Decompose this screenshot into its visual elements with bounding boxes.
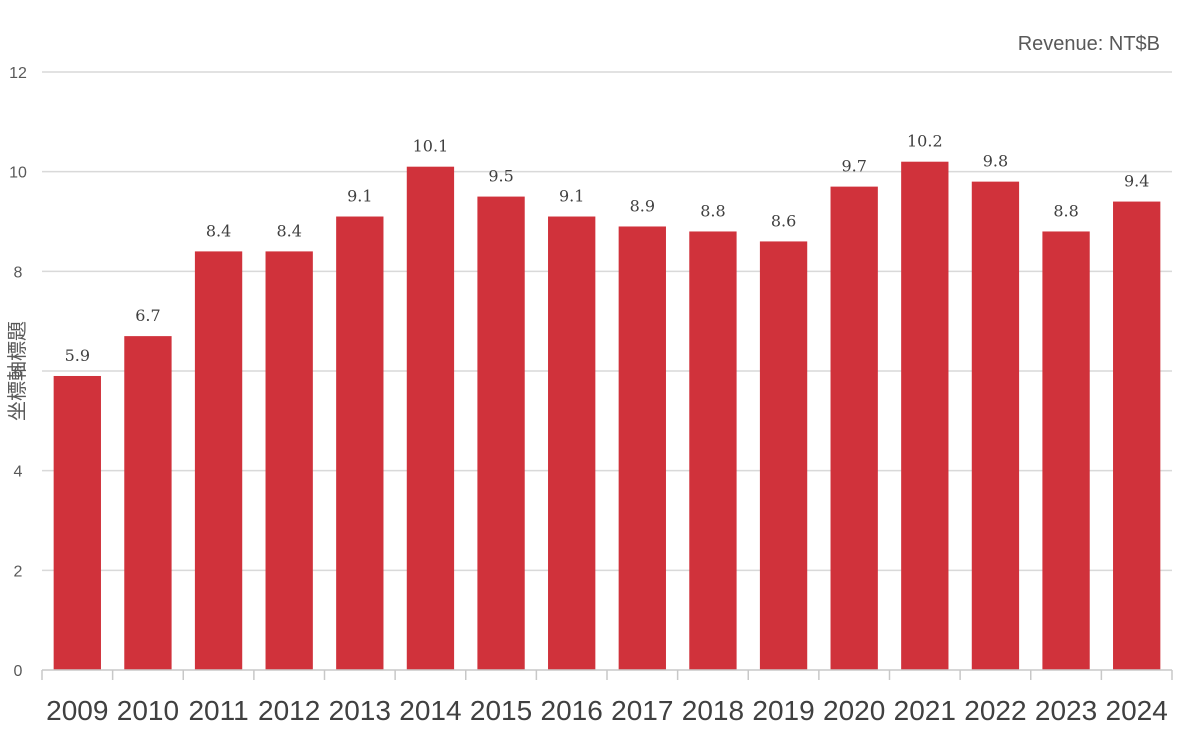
data-label: 9.5 [488,167,513,186]
data-label: 10.2 [907,132,943,151]
data-label: 8.4 [276,221,301,240]
data-label: 8.8 [1053,201,1078,220]
y-tick-label: 0 [14,663,23,680]
bar [901,161,949,670]
x-tick-label: 2021 [894,695,956,726]
y-tick-label: 4 [14,464,23,481]
x-tick-label: 2010 [117,695,179,726]
bar [477,196,525,671]
x-tick-label: 2020 [823,695,885,726]
bar [124,336,172,670]
data-label: 10.1 [413,137,449,156]
data-label: 6.7 [135,306,160,325]
x-tick-label: 2012 [258,695,320,726]
bar [336,216,384,670]
x-tick-label: 2011 [188,695,248,726]
data-label: 9.1 [559,187,584,206]
x-tick-label: 2024 [1106,695,1168,726]
bar [548,216,596,670]
x-tick-label: 2016 [541,695,603,726]
bar [194,251,243,670]
bar [830,186,878,670]
bar [1113,201,1161,671]
data-label: 8.9 [630,196,655,215]
y-axis-ticks: 0 2 4 6 8 10 12 [9,65,27,680]
bar [689,231,737,670]
x-tick-label: 2014 [399,695,461,726]
y-tick-label: 12 [9,65,27,82]
bar [759,241,808,670]
y-tick-label: 2 [14,563,23,580]
y-tick-label: 10 [9,165,27,182]
bar [406,166,455,670]
bar [1042,231,1090,670]
data-label: 9.1 [347,187,372,206]
x-tick-label: 2013 [329,695,391,726]
x-axis-ticks: 2009 2010 2011 2012 2013 2014 2015 2016 2017 2018… [41,670,1173,726]
bar [265,251,313,670]
data-labels: 5.9 6.7 8.4 8.4 9.1 10.1 9.5 9.1 8.9 8.8 8.6 9.7 10.… [65,132,1150,365]
y-tick-label: 8 [14,264,23,281]
unit-label: Revenue: NT$B [1018,33,1160,55]
bar [971,181,1020,670]
bar [618,226,666,670]
data-label: 8.8 [700,201,725,220]
data-label: 8.4 [206,221,231,240]
data-label: 9.8 [983,152,1008,171]
data-label: 5.9 [65,346,90,365]
x-tick-label: 2018 [682,695,744,726]
data-label: 9.4 [1124,172,1149,191]
x-tick-label: 2009 [46,695,108,726]
x-tick-label: 2019 [752,695,814,726]
y-axis-title: 坐標軸標題 [5,321,29,421]
y-tick-label: 6 [14,364,23,381]
x-tick-label: 2023 [1035,695,1097,726]
x-tick-label: 2022 [964,695,1026,726]
x-tick-label: 2015 [470,695,532,726]
data-label: 9.7 [841,157,866,176]
data-label: 8.6 [771,211,796,230]
bar [53,375,101,670]
bars [53,161,1161,671]
x-tick-label: 2017 [611,695,673,726]
